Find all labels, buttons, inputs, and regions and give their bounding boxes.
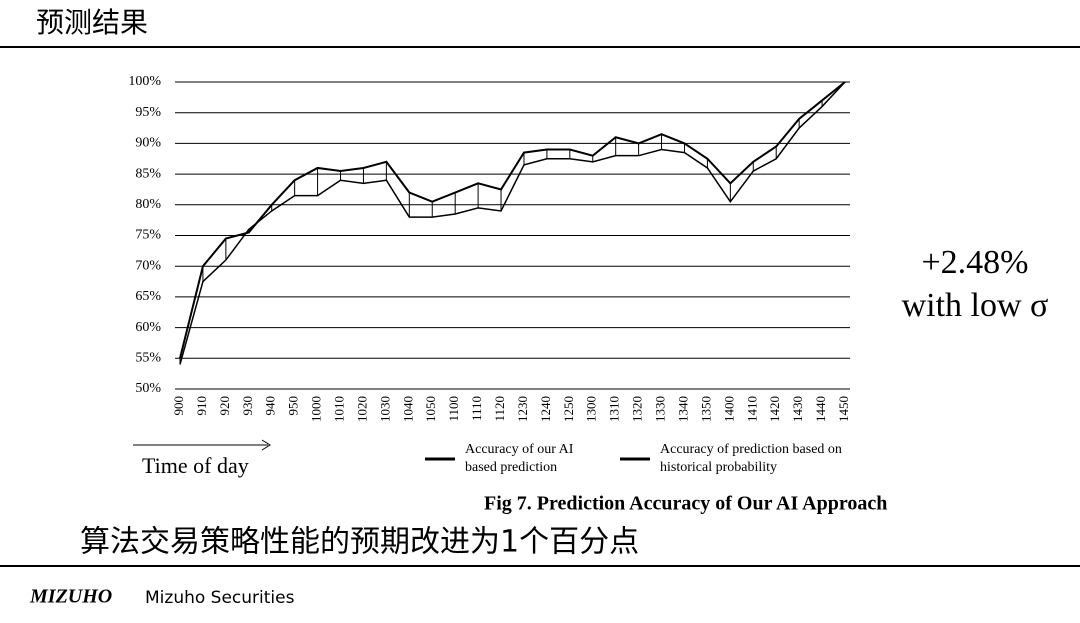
- x-tick-label: 940: [263, 396, 278, 416]
- x-tick-label: 1100: [446, 396, 461, 422]
- y-tick-label: 80%: [135, 197, 161, 212]
- x-tick-label: 1020: [354, 396, 369, 422]
- x-tick-label: 1320: [630, 396, 645, 422]
- x-tick-label: 1240: [538, 396, 553, 422]
- x-tick-label: 1410: [744, 396, 759, 422]
- x-tick-label: 1050: [423, 396, 438, 422]
- series-line: [179, 81, 846, 359]
- x-tick-label: 1120: [492, 396, 507, 422]
- y-tick-label: 100%: [128, 74, 161, 89]
- x-tick-label: 1400: [721, 396, 736, 422]
- x-tick-label: 1340: [675, 396, 690, 422]
- figure-caption: Fig 7. Prediction Accuracy of Our AI App…: [484, 493, 887, 515]
- x-tick-label: 900: [171, 396, 186, 416]
- x-tick-label: 1350: [698, 396, 713, 422]
- y-tick-label: 60%: [135, 320, 161, 335]
- callout-note: with low σ: [902, 287, 1049, 324]
- y-tick-label: 65%: [135, 289, 161, 304]
- x-tick-label: 1420: [767, 396, 782, 422]
- slide-title: 预测结果: [36, 6, 148, 39]
- x-tick-label: 950: [286, 396, 301, 416]
- x-tick-label: 1440: [813, 396, 828, 422]
- x-tick-label: 1450: [836, 396, 851, 422]
- x-tick-label: 1330: [653, 396, 668, 422]
- series-line: [179, 81, 846, 365]
- x-tick-label: 1040: [400, 396, 415, 422]
- callout-value: +2.48%: [922, 244, 1029, 281]
- legend-label: Accuracy of prediction based on historic…: [660, 442, 842, 475]
- y-tick-label: 75%: [135, 228, 161, 243]
- x-tick-label: 910: [194, 396, 209, 416]
- logo: MIZUHO: [29, 586, 112, 608]
- y-tick-label: 90%: [135, 136, 161, 151]
- legend-label: Accuracy of our AI based prediction: [465, 442, 574, 475]
- x-tick-label: 1230: [515, 396, 530, 422]
- y-tick-label: 70%: [135, 258, 161, 273]
- x-tick-label: 1300: [584, 396, 599, 422]
- x-tick-label: 1010: [332, 396, 347, 422]
- company-name: Mizuho Securities: [145, 588, 295, 608]
- y-tick-label: 55%: [135, 351, 161, 366]
- x-tick-label: 930: [240, 396, 255, 416]
- x-tick-label: 1030: [377, 396, 392, 422]
- x-tick-label: 1250: [561, 396, 576, 422]
- x-tick-label: 1430: [790, 396, 805, 422]
- x-tick-label: 1000: [309, 396, 324, 422]
- y-tick-label: 95%: [135, 105, 161, 120]
- y-tick-label: 50%: [135, 381, 161, 396]
- y-tick-label: 85%: [135, 166, 161, 181]
- x-tick-label: 1310: [607, 396, 622, 422]
- x-tick-label: 920: [217, 396, 232, 416]
- conclusion: 算法交易策略性能的预期改进为1个百分点: [80, 525, 639, 560]
- arrow-head: [261, 439, 271, 451]
- x-tick-label: 1110: [469, 396, 484, 421]
- x-axis-label: Time of day: [142, 453, 249, 478]
